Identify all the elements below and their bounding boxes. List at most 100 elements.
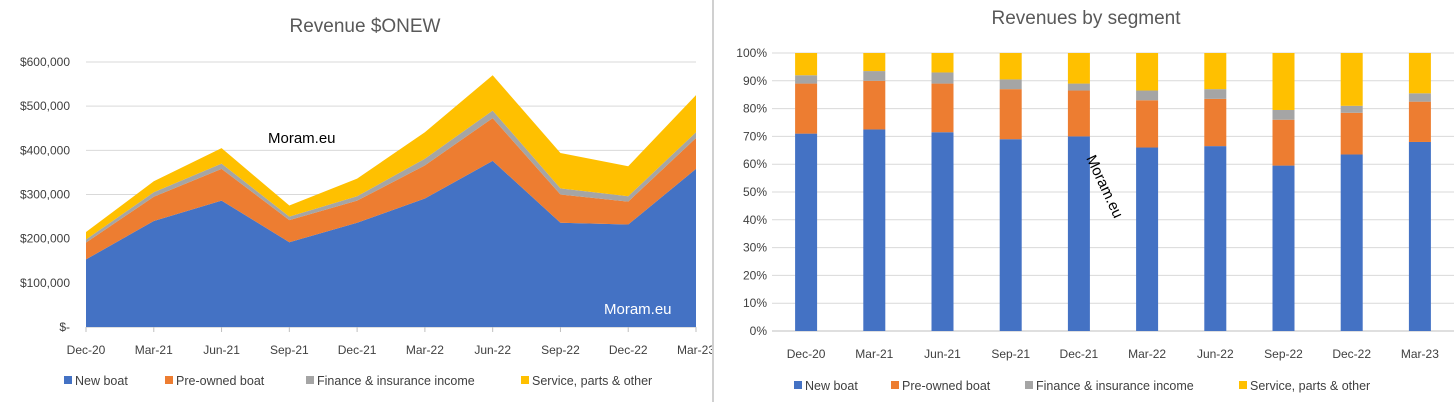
x-tick-label: Jun-22 (474, 343, 511, 357)
bar-pre-owned-boat (1067, 90, 1090, 137)
x-tick-label: Dec-20 (67, 343, 106, 357)
bar-finance-insurance (863, 71, 886, 81)
legend-label: Service, parts & other (532, 374, 652, 388)
bar-new-boat (1272, 165, 1295, 331)
bar-finance-insurance (1272, 109, 1295, 120)
legend-label: New boat (75, 374, 128, 388)
y-tick-label: 100% (736, 46, 767, 60)
y-tick-label: 90% (743, 74, 767, 88)
y-tick-label: $300,000 (20, 188, 70, 202)
legend-swatch-finance-insurance (1025, 381, 1033, 389)
bar-pre-owned-boat (1136, 100, 1159, 148)
y-tick-label: 60% (743, 157, 767, 171)
x-tick-label: Jun-21 (203, 343, 240, 357)
legend-label: Pre-owned boat (902, 379, 991, 393)
x-tick-label: Jun-22 (1197, 347, 1234, 361)
x-axis-ticks: Dec-20 Mar-21 Jun-21 Sep-21 Dec-21 Mar-22 Jun-… (67, 327, 712, 357)
bar-finance-insurance (1136, 90, 1159, 101)
area-pre-owned-boat (86, 118, 696, 260)
legend-swatch-finance-insurance (306, 376, 314, 384)
x-tick-label: Mar-23 (1401, 347, 1439, 361)
legend-label: Service, parts & other (1250, 379, 1370, 393)
x-tick-label: Mar-23 (677, 343, 712, 357)
y-axis-ticks: $- $100,000 $200,000 $300,000 $400,000 $500,0… (20, 55, 70, 334)
bar-new-boat (999, 139, 1022, 331)
bar-pre-owned-boat (1272, 119, 1295, 166)
revenue-segment-bar-chart: Revenues by segment 0% 10% 20% 30% 40% 50% 60%… (736, 8, 1454, 393)
x-tick-label: Mar-21 (135, 343, 173, 357)
y-axis-ticks: 0% 10% 20% 30% 40% 50% 60% 70% 80% 90% 100% (736, 46, 767, 338)
bar-new-boat (1204, 146, 1227, 331)
x-tick-label: Mar-22 (406, 343, 444, 357)
y-tick-label: $500,000 (20, 99, 70, 113)
bar-new-boat (863, 129, 886, 331)
bar-finance-insurance (1408, 93, 1431, 102)
legend-label: Finance & insurance income (1036, 379, 1194, 393)
watermark: Moram.eu (604, 301, 672, 318)
x-tick-label: Sep-21 (270, 343, 309, 357)
bar-service-parts-other (1204, 53, 1227, 90)
x-tick-label: Mar-22 (1128, 347, 1166, 361)
x-tick-label: Dec-21 (1060, 347, 1099, 361)
bar-new-boat (1136, 147, 1159, 331)
bar-finance-insurance (1340, 105, 1363, 113)
bar-pre-owned-boat (1204, 98, 1227, 147)
panel-divider (712, 0, 714, 402)
bar-finance-insurance (1067, 83, 1090, 91)
grid-lines (772, 52, 1454, 332)
x-tick-label: Dec-22 (1332, 347, 1371, 361)
x-tick-label: Dec-22 (609, 343, 648, 357)
bar-series (795, 53, 1431, 331)
bar-service-parts-other (863, 53, 886, 72)
x-tick-label: Jun-21 (924, 347, 961, 361)
legend: New boat Pre-owned boat Finance & insuranc… (794, 379, 1370, 393)
x-tick-label: Mar-21 (855, 347, 893, 361)
x-axis-ticks: Dec-20 Mar-21 Jun-21 Sep-21 Dec-21 Mar-22 Jun-… (787, 347, 1439, 361)
legend-swatch-new-boat (64, 376, 72, 384)
area-service-parts-other (86, 75, 696, 240)
bar-service-parts-other (1067, 53, 1090, 84)
revenue-area-chart: Revenue $ONEW $- $100,000 $200,000 $300,000… (20, 16, 712, 388)
bar-finance-insurance (931, 72, 954, 84)
legend-swatch-pre-owned-boat (165, 376, 173, 384)
bar-finance-insurance (1204, 89, 1227, 99)
y-tick-label: 50% (743, 185, 767, 199)
x-tick-label: Sep-21 (991, 347, 1030, 361)
bar-service-parts-other (1340, 53, 1363, 106)
bar-service-parts-other (1136, 53, 1159, 91)
legend-label: New boat (805, 379, 858, 393)
bar-new-boat (1067, 136, 1090, 331)
y-tick-label: 20% (743, 268, 767, 282)
chart-title: Revenues by segment (991, 8, 1181, 29)
bar-service-parts-other (1408, 53, 1431, 94)
y-tick-label: 70% (743, 129, 767, 143)
bar-service-parts-other (931, 53, 954, 73)
bar-new-boat (931, 132, 954, 331)
bar-pre-owned-boat (1340, 112, 1363, 155)
y-tick-label: 40% (743, 213, 767, 227)
y-tick-label: $- (59, 320, 70, 334)
bar-finance-insurance (999, 79, 1022, 90)
area-series (86, 75, 696, 327)
y-tick-label: 10% (743, 296, 767, 310)
legend-label: Pre-owned boat (176, 374, 265, 388)
y-tick-label: $400,000 (20, 143, 70, 157)
revenue-segment-chart-panel: Revenues by segment 0% 10% 20% 30% 40% 50% 60%… (714, 0, 1456, 402)
chart-title: Revenue $ONEW (289, 16, 440, 37)
bar-new-boat (1408, 141, 1431, 331)
y-tick-label: $200,000 (20, 232, 70, 246)
y-tick-label: $100,000 (20, 276, 70, 290)
legend-swatch-pre-owned-boat (891, 381, 899, 389)
revenue-area-chart-panel: Revenue $ONEW $- $100,000 $200,000 $300,000… (0, 0, 712, 402)
bar-service-parts-other (1272, 53, 1295, 110)
legend-swatch-new-boat (794, 381, 802, 389)
bar-service-parts-other (795, 53, 818, 76)
y-tick-label: $600,000 (20, 55, 70, 69)
legend: New boat Pre-owned boat Finance & insuranc… (64, 374, 652, 388)
bar-new-boat (1340, 154, 1363, 331)
bar-service-parts-other (999, 53, 1022, 80)
y-tick-label: 0% (750, 324, 768, 338)
x-tick-label: Dec-21 (338, 343, 377, 357)
bar-new-boat (795, 133, 818, 331)
bar-pre-owned-boat (795, 83, 818, 134)
